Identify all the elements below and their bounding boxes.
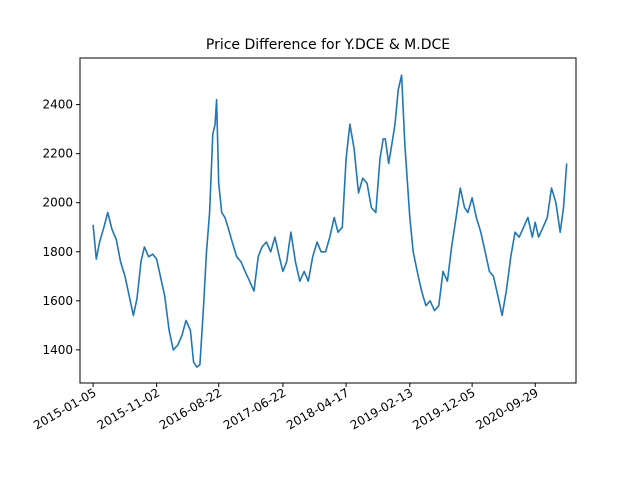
- y-tick-label: 1800: [42, 245, 73, 259]
- x-tick-label: 2017-06-22: [221, 385, 288, 432]
- y-axis: 1400 1600 1800 2000 2200 2400: [42, 98, 80, 357]
- x-tick-label: 2015-11-02: [95, 385, 162, 432]
- x-tick-label: 2018-04-17: [284, 385, 351, 432]
- y-tick-label: 2400: [42, 98, 73, 112]
- x-tick-label: 2015-01-05: [31, 385, 98, 432]
- x-axis: 2015-01-052015-11-022016-08-222017-06-22…: [31, 383, 541, 432]
- x-tick-label: 2019-12-05: [410, 385, 477, 432]
- y-tick-label: 2000: [42, 196, 73, 210]
- y-tick-label: 1400: [42, 343, 73, 357]
- y-tick-label: 2200: [42, 147, 73, 161]
- x-tick-label: 2016-08-22: [157, 385, 224, 432]
- plot-area: [92, 74, 568, 368]
- chart-title: Price Difference for Y.DCE & M.DCE: [206, 37, 450, 53]
- y-tick-label: 1600: [42, 294, 73, 308]
- plot-frame: [79, 57, 577, 384]
- series-line-0: [92, 74, 568, 368]
- x-tick-label: 2020-09-29: [473, 385, 540, 432]
- x-tick-label: 2019-02-13: [348, 385, 415, 432]
